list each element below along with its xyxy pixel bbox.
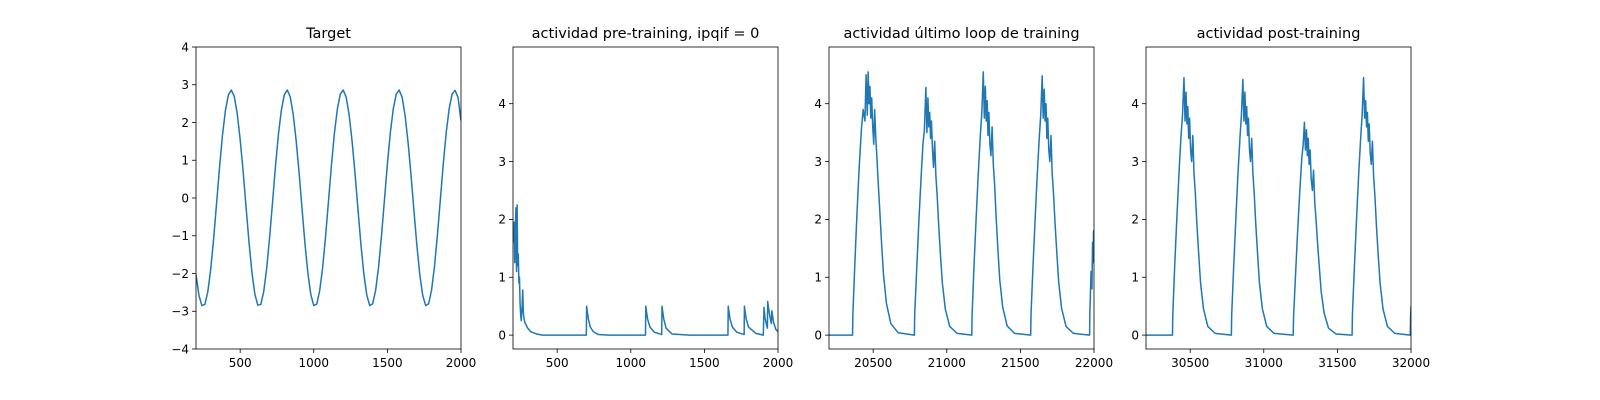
series-line [196,89,461,307]
y-tick-label: 3 [181,78,189,92]
y-tick-label: 4 [814,97,822,111]
axes-frame [828,46,1095,350]
axes-frame [1145,46,1412,350]
x-tick-label: 1000 [299,356,330,370]
y-tick-label: 2 [1131,213,1139,227]
y-tick-label: 0 [1131,328,1139,342]
panel-title: actividad pre-training, ipqif = 0 [532,26,760,42]
y-tick-label: 2 [814,213,822,227]
axes-frame [512,46,779,350]
y-tick-label: −3 [171,305,189,319]
panel-title: Target [305,26,351,42]
y-tick-label: 0 [814,328,822,342]
y-tick-label: 1 [1131,271,1139,285]
y-tick-label: 3 [814,155,822,169]
y-tick-label: 2 [181,116,189,130]
x-tick-label: 30500 [1171,356,1209,370]
x-tick-label: 1500 [689,356,720,370]
x-tick-label: 32000 [1392,356,1430,370]
x-tick-label: 22000 [1075,356,1113,370]
panel-4: actividad post-training 30500 31000 31500 3… [1131,26,1430,370]
y-tick-label: 3 [498,155,506,169]
x-tick-label: 500 [229,356,252,370]
x-tick-label: 31000 [1245,356,1283,370]
y-tick-label: 4 [498,97,506,111]
y-tick-label: 4 [1131,97,1139,111]
x-tick-label: 21000 [928,356,966,370]
x-tick-label: 21500 [1001,356,1039,370]
y-tick-label: −4 [171,342,189,356]
y-tick-label: 2 [498,213,506,227]
x-tick-label: 2000 [763,356,794,370]
x-tick-label: 2000 [446,356,477,370]
y-tick-label: 1 [181,154,189,168]
y-tick-label: 0 [181,191,189,205]
series-line [829,71,1094,336]
panel-2: actividad pre-training, ipqif = 0 500 100… [498,26,793,370]
y-tick-label: −1 [171,229,189,243]
y-tick-label: 3 [1131,155,1139,169]
panel-title: actividad post-training [1197,26,1361,42]
x-tick-label: 1000 [616,356,647,370]
series-line [1146,76,1411,336]
panel-1: Target 500 1000 1500 2000 −4 −3 −2 −1 0 1 2 3 4 [171,26,476,370]
panel-3: actividad último loop de training 20500 2… [814,26,1113,370]
series-line [513,204,778,336]
x-tick-label: 500 [546,356,569,370]
x-tick-label: 31500 [1318,356,1356,370]
y-tick-label: 1 [814,271,822,285]
y-tick-label: −2 [171,267,189,281]
panel-title: actividad último loop de training [843,26,1079,42]
x-tick-label: 20500 [854,356,892,370]
y-tick-label: 1 [498,271,506,285]
y-tick-label: 4 [181,40,189,54]
y-tick-label: 0 [498,328,506,342]
x-tick-label: 1500 [372,356,403,370]
